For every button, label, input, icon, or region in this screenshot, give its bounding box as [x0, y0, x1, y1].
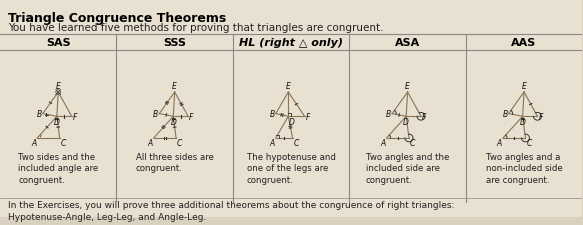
Text: In the Exercises, you will prove three additional theorems about the congruence : In the Exercises, you will prove three a…	[8, 200, 454, 221]
Text: F: F	[189, 112, 194, 121]
Text: SAS: SAS	[46, 38, 71, 48]
Text: C: C	[410, 139, 415, 148]
Text: A: A	[31, 139, 36, 148]
Text: The hypotenuse and
one of the legs are
congruent.: The hypotenuse and one of the legs are c…	[247, 152, 336, 184]
Text: B: B	[386, 110, 391, 119]
Text: F: F	[305, 112, 310, 121]
Text: Triangle Congruence Theorems: Triangle Congruence Theorems	[8, 11, 226, 25]
Text: F: F	[539, 112, 543, 121]
Text: HL (right △ only): HL (right △ only)	[239, 38, 343, 48]
Text: C: C	[526, 139, 532, 148]
Text: D: D	[403, 118, 409, 127]
Text: E: E	[56, 82, 61, 91]
Text: C: C	[61, 139, 66, 148]
Text: Two angles and the
included side are
congruent.: Two angles and the included side are con…	[366, 152, 449, 184]
Text: E: E	[522, 82, 526, 91]
Text: You have learned five methods for proving that triangles are congruent.: You have learned five methods for provin…	[8, 23, 384, 33]
Text: E: E	[172, 82, 177, 91]
Text: A: A	[380, 139, 385, 148]
Text: D: D	[289, 118, 294, 127]
Text: Two sides and the
included angle are
congruent.: Two sides and the included angle are con…	[18, 152, 99, 184]
Text: C: C	[177, 139, 182, 148]
Text: B: B	[37, 110, 42, 119]
Text: All three sides are
congruent.: All three sides are congruent.	[136, 152, 213, 173]
Text: E: E	[405, 82, 410, 91]
Text: Two angles and a
non-included side
are congruent.: Two angles and a non-included side are c…	[486, 152, 563, 184]
Text: F: F	[73, 112, 77, 121]
FancyBboxPatch shape	[0, 0, 582, 217]
Text: SSS: SSS	[163, 38, 186, 48]
Text: B: B	[269, 110, 275, 119]
Text: A: A	[497, 139, 502, 148]
Text: E: E	[286, 82, 291, 91]
Text: B: B	[153, 110, 159, 119]
Text: B: B	[503, 110, 508, 119]
Text: AAS: AAS	[511, 38, 536, 48]
Text: D: D	[170, 118, 176, 127]
Text: A: A	[147, 139, 153, 148]
Text: ASA: ASA	[395, 38, 420, 48]
Text: D: D	[519, 118, 525, 127]
Text: A: A	[269, 139, 275, 148]
Text: F: F	[422, 112, 426, 121]
Text: D: D	[54, 118, 60, 127]
Text: C: C	[293, 139, 299, 148]
